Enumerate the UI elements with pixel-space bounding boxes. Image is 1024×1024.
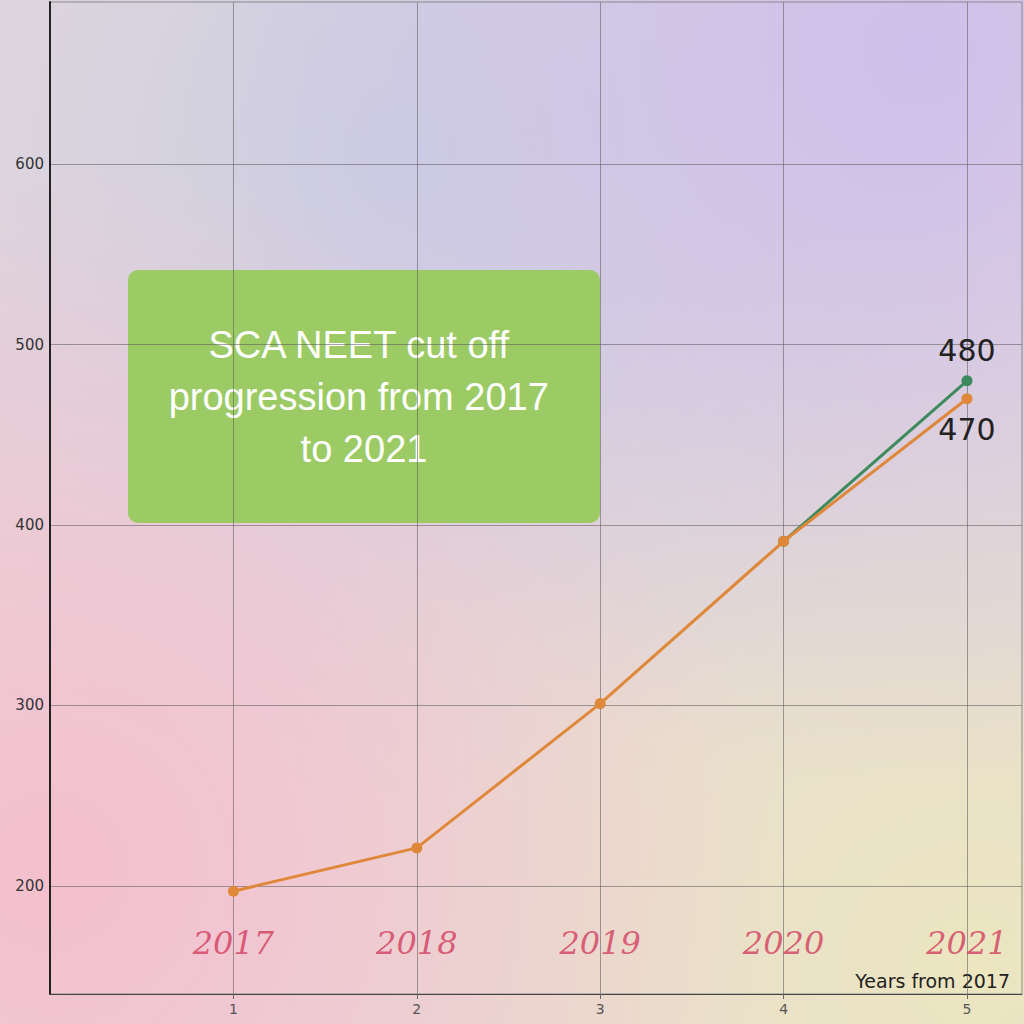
svg-text:2021: 2021 — [925, 924, 1007, 962]
svg-text:Years from 2017: Years from 2017 — [854, 970, 1010, 992]
svg-text:SCA NEET cut off: SCA NEET cut off — [208, 324, 520, 366]
svg-text:2017: 2017 — [192, 924, 275, 962]
svg-text:1: 1 — [229, 1001, 238, 1017]
svg-text:2019: 2019 — [558, 924, 640, 962]
svg-text:2020: 2020 — [742, 924, 824, 962]
svg-text:4: 4 — [779, 1001, 788, 1017]
svg-text:to 2021: to 2021 — [301, 428, 428, 470]
svg-text:5: 5 — [963, 1001, 972, 1017]
svg-text:3: 3 — [596, 1001, 605, 1017]
svg-text:200: 200 — [15, 877, 44, 895]
svg-text:400: 400 — [15, 516, 44, 534]
svg-text:470: 470 — [938, 412, 995, 447]
svg-text:600: 600 — [15, 155, 44, 173]
svg-text:progression from 2017: progression from 2017 — [169, 376, 560, 418]
svg-text:2018: 2018 — [375, 924, 457, 962]
svg-text:300: 300 — [15, 696, 44, 714]
svg-text:500: 500 — [15, 336, 44, 354]
svg-text:480: 480 — [938, 333, 995, 368]
svg-text:2: 2 — [412, 1001, 421, 1017]
